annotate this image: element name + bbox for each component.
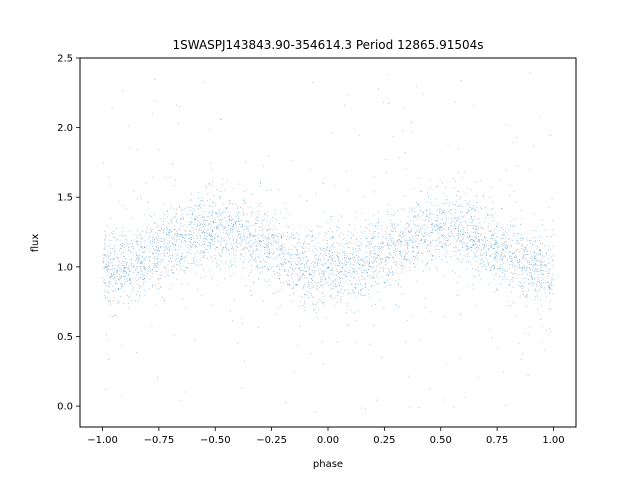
y-tick-label: 2.0 [57,123,73,134]
y-tick-label: 0.5 [57,332,73,343]
y-axis-label: flux [30,234,41,253]
chart-title: 1SWASPJ143843.90-354614.3 Period 12865.9… [172,38,483,52]
data-points [102,72,554,413]
x-axis-label: phase [313,459,343,470]
x-tick-label: −0.75 [144,435,175,446]
x-tick-label: −0.25 [256,435,287,446]
x-tick-label: 1.00 [542,435,564,446]
x-tick-label: 0.50 [430,435,452,446]
x-tick-label: −0.50 [200,435,231,446]
x-tick-label: −1.00 [87,435,118,446]
x-axis-ticks: −1.00 −0.75 −0.50 −0.25 0.00 0.25 0.50 0.75 1.00 [87,427,565,446]
x-tick-label: 0.00 [317,435,339,446]
y-tick-label: 0.0 [57,402,73,413]
y-axis-ticks: 0.0 0.5 1.0 1.5 2.0 2.5 [57,54,80,413]
y-tick-label: 2.5 [57,54,73,65]
x-tick-label: 0.75 [486,435,508,446]
scatter-points [102,72,554,413]
x-tick-label: 0.25 [373,435,395,446]
y-tick-label: 1.0 [57,262,73,273]
y-tick-label: 1.5 [57,193,73,204]
